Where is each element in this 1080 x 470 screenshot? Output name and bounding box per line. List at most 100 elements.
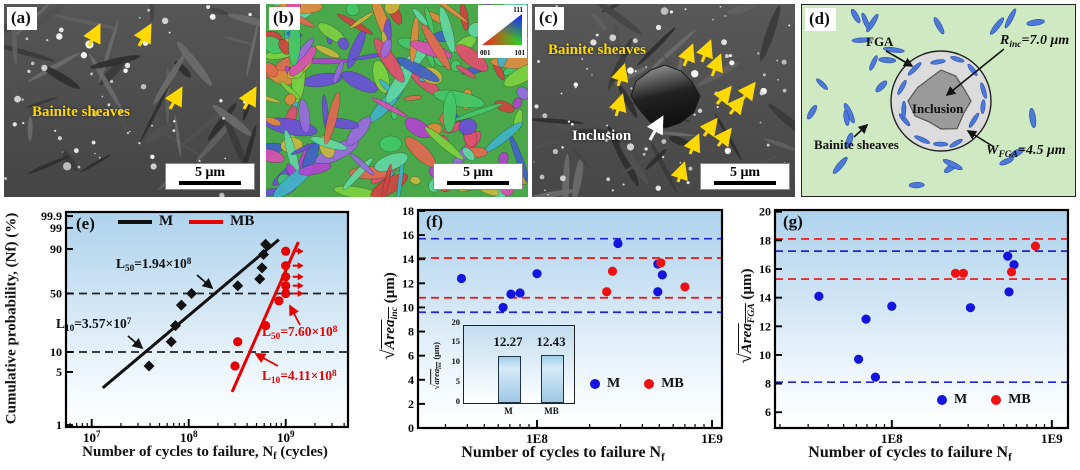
svg-text:1E9: 1E9	[701, 431, 723, 446]
panel-c-sem-micrograph: (c) Bainite sheaves Inclusion 5 μm	[532, 4, 795, 197]
scale-bar-text: 5 μm	[462, 164, 494, 180]
svg-text:10: 10	[759, 348, 771, 362]
svg-text:16: 16	[402, 228, 414, 242]
r-inc-label: Rinc=7.0 μm	[1000, 33, 1069, 50]
legend-item-mb: MB	[991, 392, 1031, 408]
x-axis-label-e: Number of cycles to failure, Nf (cycles)	[82, 444, 328, 463]
inset-tick-10: 10	[451, 356, 461, 366]
sem-texture	[4, 4, 260, 197]
mb-dot-swatch	[991, 395, 1002, 405]
inset-bar-chart: √areainc (μm) 20 15 10 5 0 12.27 12.43 M…	[428, 317, 578, 430]
panel-f-area-inc-chart: 1E8 1E9 0 2 4 6 8 10 12 14 16 18 (f) √areainc (μm) …	[378, 198, 735, 470]
inset-value-m: 12.27	[493, 334, 523, 349]
panel-f-letter: (f)	[426, 212, 443, 231]
panel-g-area-fga-chart: 1E8 1E9 6 8 10 12 14 16 18 20 (g) M MB Number of …	[735, 198, 1080, 470]
l50-mb-annotation: L50=7.60×108	[262, 324, 338, 341]
inset-bar-m	[498, 355, 521, 403]
m-dot-swatch	[937, 395, 947, 405]
svg-text:10: 10	[402, 300, 414, 314]
legend-item-m: M	[590, 376, 620, 392]
ipf-triangle: 111 001 101	[480, 6, 526, 57]
x-axis-label-g: Number of cycles to failure Nf	[808, 444, 1012, 464]
inclusion-label-d: Inclusion	[912, 101, 964, 116]
svg-text:50: 50	[50, 286, 62, 300]
scale-bar-text: 5 μm	[729, 164, 761, 180]
panel-b-ebsd-map: 111 001 101 (b) 5 μm	[266, 4, 528, 197]
l10-mb-arrow-icon	[254, 353, 279, 367]
chart-content: 1E8 1E9 6 8 10 12 14 16 18 20	[759, 205, 1070, 446]
legend-g: M MB	[937, 392, 1031, 408]
w-fga-subscript: FGA	[998, 149, 1019, 160]
scale-bar-line	[179, 181, 241, 185]
legend-f: M MB	[590, 376, 684, 392]
chart-content: 1E8 1E9 0 2 4 6 8 10 12 14 16 18	[402, 204, 723, 446]
inset-bar-mb	[541, 355, 564, 403]
legend-item-m: M	[118, 213, 173, 230]
sem-texture-a	[4, 4, 260, 197]
r-inc-value: =7.0 μm	[1021, 33, 1070, 48]
svg-text:1: 1	[56, 418, 62, 432]
bainite-sheaves-label-d: Bainite sheaves	[814, 137, 899, 152]
ipf-101: 101	[515, 49, 526, 57]
x-axis-label-f: Number of cycles to failure Nf	[461, 444, 665, 464]
svg-text:8: 8	[408, 325, 414, 339]
w-fga-symbol: W	[986, 143, 999, 158]
svg-text:18: 18	[759, 233, 771, 247]
svg-text:90: 90	[50, 242, 62, 256]
black-arrow-icon	[853, 48, 1005, 148]
chart-f-canvas: 1E8 1E9 0 2 4 6 8 10 12 14 16 18	[402, 204, 723, 446]
panel-e-probability-chart: 107 108 109 99.9 99 90 50 10 5 1 (e) M MB L50=1.9…	[0, 198, 378, 470]
w-fga-value: =4.5 μm	[1018, 143, 1066, 158]
scale-bar-line	[447, 181, 509, 185]
svg-text:20: 20	[759, 205, 771, 219]
y-axis-label-g: √AreaFGA (μm)	[735, 268, 757, 364]
panel-a-sem-micrograph: (a) Bainite sheaves 5 μm	[4, 4, 260, 197]
l50-m-annotation: L50=1.94×108	[116, 256, 192, 273]
scale-bar-c: 5 μm	[700, 162, 790, 190]
panel-c-annotations	[609, 39, 756, 183]
scale-bar-text: 5 μm	[194, 164, 226, 180]
legend-item-mb: MB	[189, 213, 254, 230]
bainite-sheaves-label-a: Bainite sheaves	[32, 104, 130, 120]
l10-m-annotation: L10=3.57×107	[56, 316, 132, 333]
chart-g-canvas: 1E8 1E9 6 8 10 12 14 16 18 20	[759, 205, 1070, 446]
panel-c-letter: (c)	[535, 7, 564, 31]
panel-e-letter: (e)	[76, 214, 95, 233]
yellow-arrow-icon	[609, 39, 756, 183]
svg-text:12: 12	[759, 319, 771, 333]
svg-text:1E8: 1E8	[881, 431, 903, 446]
yellow-arrow-icon	[83, 23, 257, 110]
m-line-swatch	[118, 219, 152, 224]
legend-item-mb: MB	[644, 376, 684, 392]
chart-e-annotation-arrows	[127, 274, 301, 367]
inset-tick-0: 0	[455, 396, 460, 406]
ipf-color-key: 111 001 101	[478, 5, 527, 58]
svg-text:2: 2	[408, 397, 414, 411]
inclusion-arrow-icon	[646, 115, 664, 141]
mb-dot-swatch	[644, 379, 655, 389]
panel-d-arrows	[853, 48, 1005, 148]
inset-tick-15: 15	[451, 336, 461, 346]
plot-background	[66, 212, 348, 427]
svg-text:8: 8	[765, 377, 771, 391]
mb-line-swatch	[189, 219, 224, 224]
legend-item-m: M	[937, 392, 967, 408]
svg-text:14: 14	[402, 252, 414, 266]
svg-text:99.9: 99.9	[41, 209, 62, 223]
r-inc-subscript: inc	[1009, 39, 1022, 50]
svg-text:1E8: 1E8	[526, 431, 548, 446]
bainite-sheaves-label-c: Bainite sheaves	[548, 42, 646, 58]
inset-cat-mb: MB	[544, 406, 559, 416]
inclusion-label-c: Inclusion	[572, 128, 632, 144]
svg-text:99: 99	[50, 221, 62, 235]
w-fga-label: WFGA=4.5 μm	[986, 143, 1066, 160]
panel-d-schematic: (d) FGA Rinc=7.0 μm WFGA=4.5 μm Bainite …	[801, 4, 1076, 197]
inset-tick-5: 5	[455, 376, 460, 386]
panel-a-annotations	[83, 23, 257, 110]
r-inc-symbol: R	[1000, 33, 1010, 48]
panel-g-letter: (g)	[783, 212, 803, 231]
svg-text:10: 10	[50, 345, 62, 359]
svg-text:18: 18	[402, 204, 414, 218]
